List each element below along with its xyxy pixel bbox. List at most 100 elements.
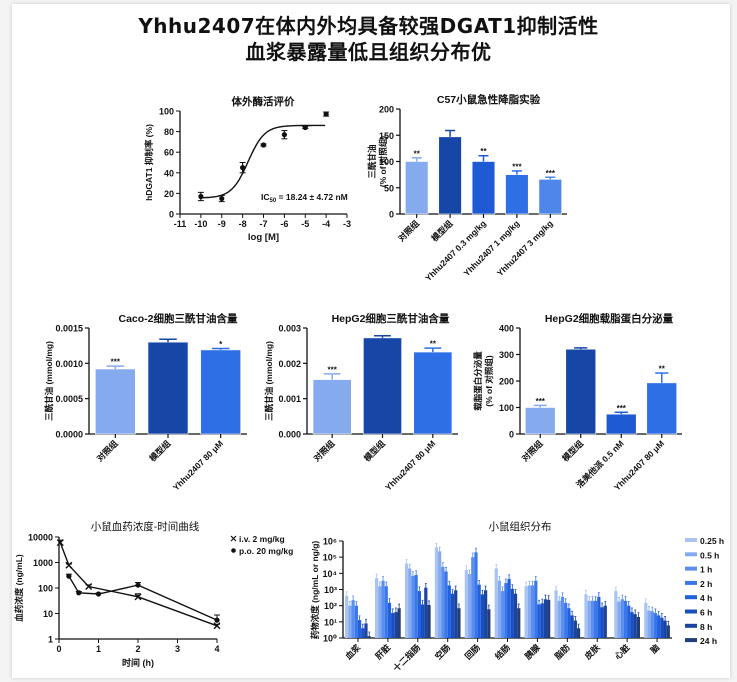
legend-dot-icon xyxy=(231,548,236,553)
y-tick-label: 10000 xyxy=(28,533,53,543)
dose-response-chart: 体外酶活评价 0 20 40 60 80 100 -11 -10 -9 -8 -7 -6 -5 -4 -3 lo… xyxy=(144,95,351,243)
bar xyxy=(480,594,485,638)
data-point xyxy=(240,165,246,171)
bar xyxy=(200,349,241,435)
legend-swatch xyxy=(685,623,697,628)
chart-title: 小鼠血药浓度-时间曲线 xyxy=(91,520,200,533)
y-tick-label: 1000 xyxy=(33,558,53,568)
legend-label: 4 h xyxy=(700,593,712,603)
bar xyxy=(471,557,475,638)
bar xyxy=(417,591,421,638)
chart-title: HepG2细胞载脂蛋白分泌量 xyxy=(545,312,674,325)
data-point xyxy=(198,193,204,200)
bar xyxy=(627,605,631,638)
page-subtitle: 血浆暴露量低且组织分布优 xyxy=(245,40,492,64)
bar xyxy=(573,620,577,638)
bar xyxy=(345,595,349,638)
y-axis-label: 三酰甘油 xyxy=(367,144,377,178)
data-point xyxy=(302,124,308,131)
bar xyxy=(507,578,511,638)
bar xyxy=(351,600,355,638)
bar xyxy=(464,570,468,638)
bar xyxy=(384,586,388,638)
bar xyxy=(644,602,648,638)
data-point-x xyxy=(56,539,64,547)
bar xyxy=(564,602,568,638)
bar xyxy=(633,614,637,638)
bar xyxy=(444,571,448,638)
bar xyxy=(387,602,392,638)
x-tick-label: Yhhu2407 1 mg/kg xyxy=(461,218,521,278)
legend-x-icon xyxy=(230,535,237,542)
bar xyxy=(405,161,429,215)
x-tick-label: 模型组 xyxy=(429,218,454,243)
bar xyxy=(427,604,431,638)
data-point-circle xyxy=(66,573,72,579)
y-tick-label: 300 xyxy=(499,350,514,360)
y-tick-label: 0 xyxy=(169,210,174,220)
legend-label: 1 h xyxy=(700,565,712,575)
x-tick-label: -5 xyxy=(301,219,309,229)
legend-swatch xyxy=(685,609,697,614)
y-tick-label: 50 xyxy=(384,183,394,193)
significance-label: *** xyxy=(546,169,556,178)
bar xyxy=(504,583,508,638)
bar xyxy=(414,574,418,638)
chart-title: Caco-2细胞三酰甘油含量 xyxy=(118,312,238,325)
bar xyxy=(663,620,667,638)
significance-label: *** xyxy=(512,162,522,171)
y-tick-label: 10⁵ xyxy=(323,553,337,563)
chart-title: C57小鼠急性降脂实验 xyxy=(437,93,541,106)
y-tick-label: 0.0010 xyxy=(55,359,83,369)
ic50-annotation: IC50 = 18.24 ± 4.72 nM xyxy=(261,192,348,204)
significance-label: *** xyxy=(536,397,546,406)
bar xyxy=(653,613,658,638)
data-point-circle xyxy=(95,591,102,597)
bar xyxy=(381,580,385,638)
significance-label: ** xyxy=(480,147,487,156)
bar xyxy=(517,608,521,638)
x-tick-label: -7 xyxy=(259,219,267,229)
bar xyxy=(438,551,442,638)
significance-label: ** xyxy=(414,149,421,158)
legend-swatch xyxy=(685,552,697,557)
bar xyxy=(660,617,664,638)
y-tick-label: 0.002 xyxy=(278,359,301,369)
bar xyxy=(537,604,541,638)
bar xyxy=(513,593,518,638)
y-tick-label: 400 xyxy=(499,324,514,334)
bar xyxy=(570,615,574,638)
significance-label: *** xyxy=(327,365,337,374)
fit-curve xyxy=(200,124,326,199)
data-point-circle xyxy=(76,590,82,596)
bar xyxy=(95,368,136,435)
y-tick-label: 0.0000 xyxy=(55,430,83,440)
legend-swatch xyxy=(685,538,697,542)
bar xyxy=(471,161,496,215)
bar xyxy=(590,600,595,638)
x-tick-label: -11 xyxy=(174,219,187,229)
bar xyxy=(587,600,591,638)
x-tick-label: 1 xyxy=(96,644,101,654)
legend-swatch xyxy=(685,638,697,643)
bar xyxy=(357,619,362,638)
data-point-circle xyxy=(135,582,141,588)
bar xyxy=(447,585,451,638)
x-tick-label: 2 xyxy=(135,644,140,654)
x-tick-label: Yhhu2407 0.3 mg/kg xyxy=(423,218,488,283)
x-tick-label: Yhhu2407 80 μM xyxy=(171,438,225,492)
significance-label: *** xyxy=(111,358,121,367)
data-point-circle xyxy=(214,617,220,623)
bar xyxy=(617,601,621,638)
significance-label: ** xyxy=(430,340,437,349)
y-tick-label: 0 xyxy=(389,210,394,220)
x-tick-label: 模型组 xyxy=(362,438,387,463)
x-tick-label: 十二指肠 xyxy=(391,642,422,673)
y-axis-label: 三酰甘油 (mmol/mg) xyxy=(44,341,54,421)
bar xyxy=(540,603,544,638)
bar xyxy=(600,607,604,638)
x-tick-label: -8 xyxy=(239,219,247,229)
bar xyxy=(538,179,562,215)
bar xyxy=(614,591,618,638)
